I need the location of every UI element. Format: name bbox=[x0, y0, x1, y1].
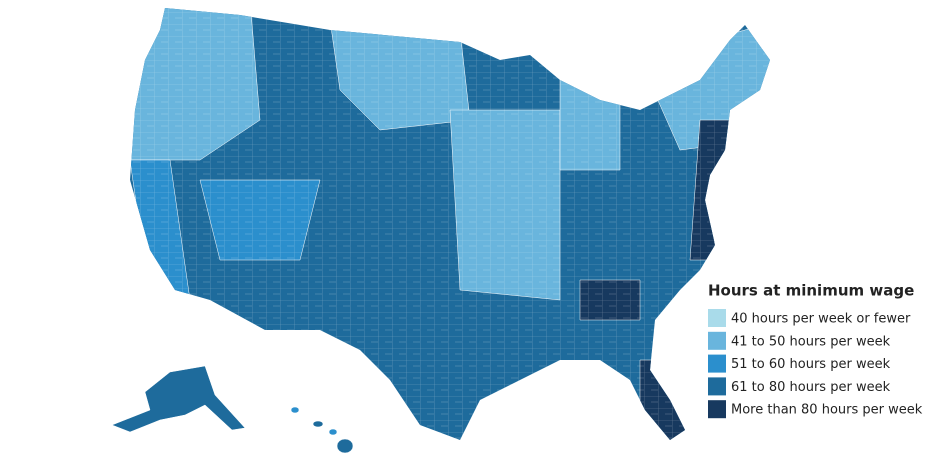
legend-swatch bbox=[708, 331, 726, 350]
legend-swatch bbox=[708, 354, 726, 373]
hawaii-island bbox=[328, 428, 338, 436]
hawaii bbox=[290, 406, 354, 454]
mainland bbox=[130, 8, 770, 440]
legend-label: 61 to 80 hours per week bbox=[731, 380, 891, 395]
legend-title: Hours at minimum wage bbox=[708, 282, 914, 300]
legend-swatch bbox=[708, 400, 726, 419]
legend-swatch bbox=[708, 377, 726, 396]
hawaii-island bbox=[290, 406, 300, 414]
legend-label: More than 80 hours per week bbox=[731, 403, 923, 418]
alaska bbox=[111, 365, 246, 433]
legend-label: 51 to 60 hours per week bbox=[731, 357, 891, 372]
hawaii-island bbox=[312, 420, 324, 428]
legend: 40 hours per week or fewer 41 to 50 hours… bbox=[708, 309, 923, 419]
legend-label: 40 hours per week or fewer bbox=[731, 312, 911, 327]
hawaii-island bbox=[336, 438, 354, 454]
legend-label: 41 to 50 hours per week bbox=[731, 334, 891, 349]
alaska-shape bbox=[111, 365, 246, 433]
legend-swatch bbox=[708, 309, 726, 327]
county-lines bbox=[130, 8, 770, 440]
